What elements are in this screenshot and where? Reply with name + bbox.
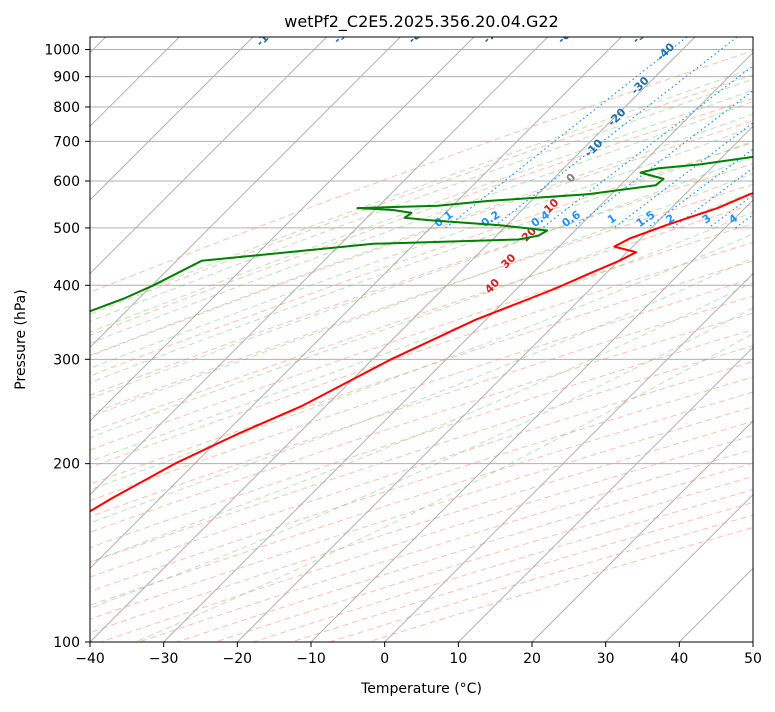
x-tick-label: 30 [597, 651, 615, 667]
y-axis-label: Pressure (hPa) [13, 289, 29, 389]
x-tick-label: 50 [744, 651, 762, 667]
y-tick-label: 300 [53, 352, 80, 368]
x-tick-label: −10 [296, 651, 326, 667]
y-tick-label: 200 [53, 457, 80, 473]
y-tick-label: 1000 [44, 43, 80, 59]
y-tick-label: 700 [53, 134, 80, 150]
x-tick-label: −30 [149, 651, 179, 667]
x-tick-label: 20 [523, 651, 541, 667]
y-tick-label: 100 [53, 635, 80, 651]
x-tick-label: −40 [75, 651, 105, 667]
y-tick-label: 600 [53, 174, 80, 190]
x-tick-label: −20 [223, 651, 253, 667]
y-tick-label: 800 [53, 100, 80, 116]
chart-title: wetPf2_C2E5.2025.356.20.04.G22 [284, 12, 558, 32]
x-axis-label: Temperature (°C) [360, 681, 482, 697]
x-tick-label: 0 [380, 651, 389, 667]
y-tick-label: 500 [53, 221, 80, 237]
x-tick-label: 10 [449, 651, 467, 667]
y-tick-label: 400 [53, 278, 80, 294]
y-tick-label: 900 [53, 70, 80, 86]
x-tick-label: 40 [670, 651, 688, 667]
